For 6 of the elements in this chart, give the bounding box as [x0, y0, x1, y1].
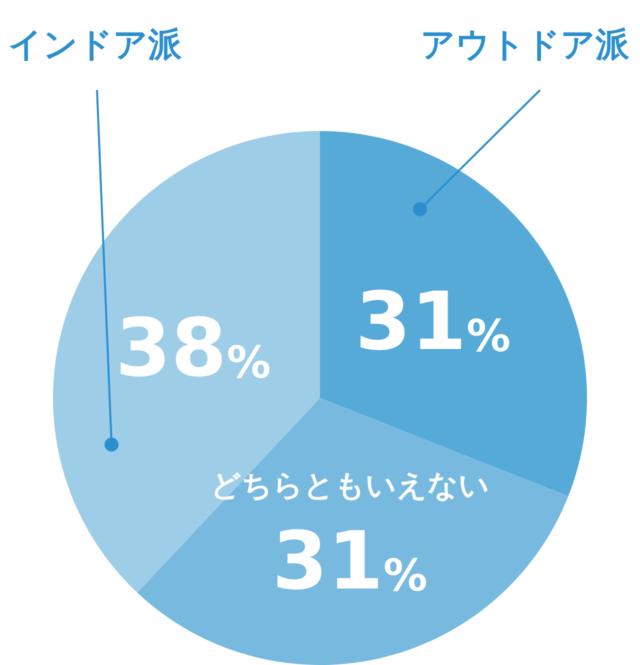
slice-label: インドア派 [8, 24, 182, 67]
slice-label: アウトドア派 [420, 24, 630, 67]
data-label: 31% [272, 514, 428, 608]
slice-label: どちらともいえない [210, 468, 490, 504]
data-label: 38% [115, 301, 271, 394]
data-label: 31% [355, 274, 511, 368]
